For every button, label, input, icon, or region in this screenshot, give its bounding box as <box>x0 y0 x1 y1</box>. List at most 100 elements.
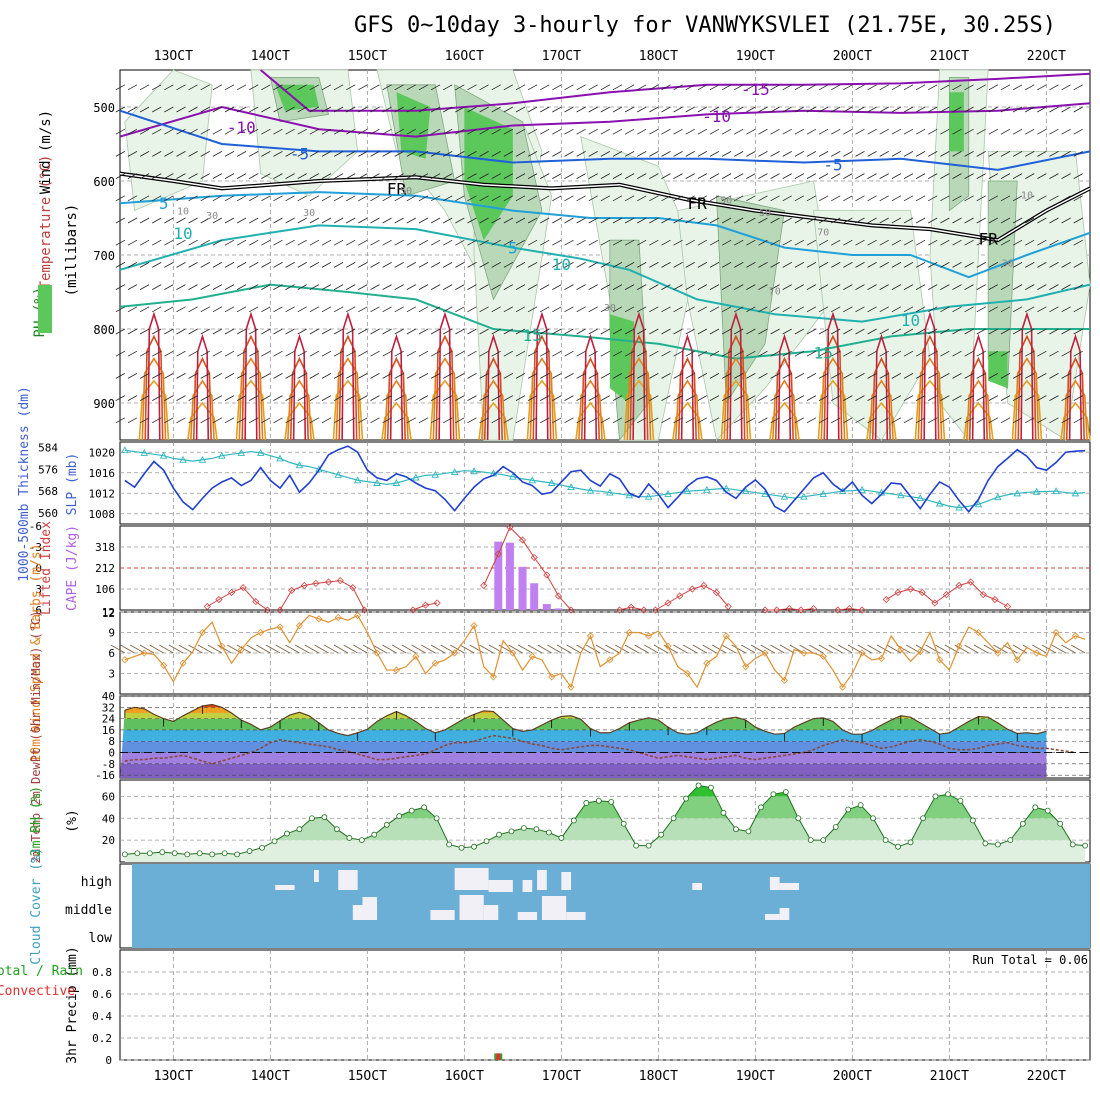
wind-barb <box>831 151 841 157</box>
legend-total-rain: Total / Rain <box>0 964 83 979</box>
wind-barb <box>758 84 768 91</box>
wind-barb <box>127 395 138 401</box>
wind-barb <box>637 106 647 113</box>
date-label-bottom: 14OCT <box>251 1069 290 1084</box>
wind-barb <box>891 173 902 179</box>
wind-barb <box>321 306 332 313</box>
lifted-index-point <box>882 595 890 604</box>
wind-barb <box>637 328 647 335</box>
wind-barb <box>649 284 659 290</box>
wind-barb-10m <box>149 644 164 654</box>
surface-temp-contour <box>575 401 606 441</box>
wind-barb <box>770 417 780 424</box>
wind-barb <box>940 262 950 268</box>
wind-barb <box>491 417 501 424</box>
wind-barb <box>879 306 889 313</box>
wind-barb <box>879 84 889 91</box>
rh-band <box>124 796 1086 819</box>
cloud-block <box>769 877 780 890</box>
lifted-index-point <box>724 602 732 611</box>
wind-barb <box>321 395 332 401</box>
wind-barb <box>746 128 756 135</box>
lifted-index-point <box>494 550 502 558</box>
wind-barb-10m <box>663 644 678 654</box>
wind-barb <box>734 373 744 379</box>
wind-barb-10m <box>954 644 969 654</box>
surface-temp-contour <box>1020 311 1034 441</box>
surface-temp-contour <box>389 333 404 441</box>
wind-barb <box>624 350 635 357</box>
wind-barb <box>1000 128 1011 135</box>
wind-barb <box>527 306 538 313</box>
wind-barb <box>770 195 780 202</box>
wind-barb <box>746 328 756 335</box>
surface-temp-contour <box>481 379 506 441</box>
wind-barb <box>164 195 174 202</box>
rh2m-point <box>1069 841 1076 848</box>
panel-frame <box>119 949 1091 1061</box>
wind-barb <box>976 173 986 179</box>
wind-barb <box>236 306 247 313</box>
wind-barb <box>988 417 999 424</box>
wind-barb <box>721 395 732 401</box>
contour-label: 5 <box>159 194 169 213</box>
rh2m-point <box>820 837 827 844</box>
wind-barb <box>612 106 623 113</box>
wind-barb <box>430 217 441 224</box>
wind-barb <box>430 239 441 246</box>
wind-barb-10m <box>333 644 349 654</box>
wind-barb <box>903 151 914 157</box>
wind-barb-10m <box>527 644 543 654</box>
wind-barb-10m <box>595 644 611 654</box>
wind-barb <box>552 417 562 424</box>
surface-temp-contour <box>535 311 549 441</box>
wind-barb <box>552 151 562 157</box>
wind-speed-point <box>160 661 168 669</box>
wind-barb <box>831 395 841 401</box>
wind-barb <box>358 395 368 401</box>
wind-barb <box>358 262 368 268</box>
wind-barb <box>358 106 368 113</box>
wind-barb <box>200 84 210 91</box>
wind-barb <box>503 195 514 202</box>
wind-barb <box>564 373 574 379</box>
rh-contour-label: 50 <box>720 196 732 207</box>
wind-barb <box>418 173 429 179</box>
wind-barb <box>806 106 817 113</box>
wind-barb <box>309 217 320 224</box>
wind-barb <box>818 239 829 246</box>
wind-barb <box>915 284 926 290</box>
surface-temp-contour <box>195 333 210 441</box>
wind-barb <box>915 151 926 157</box>
wind-barb <box>661 151 671 157</box>
wind-barb <box>952 106 962 113</box>
wind-barb <box>455 373 465 379</box>
thickness-axis-label: 1000-500mb Thickness (dm) <box>17 386 32 582</box>
wind-barb <box>867 350 877 357</box>
wind-barb <box>309 128 320 135</box>
wind-barb <box>164 151 174 157</box>
rh2m-point <box>620 820 627 827</box>
lifted-index-point <box>506 523 514 531</box>
temp-tick-label: -16 <box>95 769 115 782</box>
wind-barb <box>782 306 792 313</box>
wind-barb <box>515 217 526 224</box>
wind-barb <box>976 373 986 379</box>
wind-barb <box>115 84 126 91</box>
wind-barb <box>661 217 671 224</box>
wind-barb <box>406 151 417 157</box>
wind-barb <box>139 128 150 135</box>
surface-temp-contour <box>241 334 261 441</box>
wind-barb <box>1037 373 1047 379</box>
wind-barb <box>976 262 986 268</box>
wind-barb <box>491 151 501 157</box>
lifted-index-line <box>412 602 438 611</box>
wind-barb <box>115 151 126 157</box>
wind-barb <box>746 284 756 290</box>
wind-barb <box>127 417 138 424</box>
wind-barb-10m <box>1032 644 1047 654</box>
wind-barb <box>261 262 271 268</box>
wind-barb <box>734 262 744 268</box>
lifted-index-point <box>773 606 781 614</box>
wind-barb <box>261 328 271 335</box>
